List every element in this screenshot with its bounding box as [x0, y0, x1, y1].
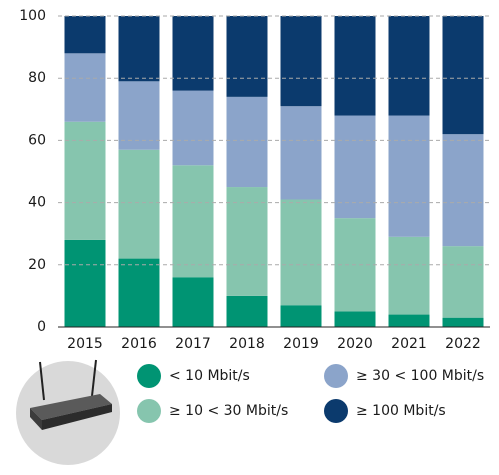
y-tick-label: 40 — [28, 195, 46, 211]
legend-label: ≥ 10 < 30 Mbit/s — [169, 403, 288, 419]
chart: 2015 2016 2017 2018 2019 2020 2021 2022 0 20 40 60 8… — [0, 0, 499, 475]
bar-segment — [173, 165, 214, 277]
x-tick-label: 2022 — [445, 336, 481, 352]
bar-segment — [65, 53, 106, 121]
bar-segment — [119, 16, 160, 81]
bar-segment — [65, 240, 106, 327]
legend-swatch — [324, 399, 348, 423]
y-tick-label: 60 — [28, 132, 46, 148]
bar-segment — [335, 16, 376, 116]
x-tick-label: 2019 — [283, 336, 319, 352]
bar-segment — [443, 16, 484, 134]
bar-segment — [119, 259, 160, 327]
x-tick-label: 2016 — [121, 336, 157, 352]
bar-segment — [389, 116, 430, 237]
y-tick-label: 20 — [28, 257, 46, 273]
bar-segment — [173, 16, 214, 91]
x-tick-label: 2020 — [337, 336, 373, 352]
bar-segment — [65, 122, 106, 240]
bar-segment — [119, 81, 160, 149]
legend-label: ≥ 100 Mbit/s — [356, 403, 446, 419]
bar-segment — [389, 237, 430, 315]
y-tick-label: 0 — [37, 319, 46, 335]
x-tick-label: 2015 — [67, 336, 103, 352]
bar-segment — [227, 187, 268, 296]
x-tick-label: 2017 — [175, 336, 211, 352]
bar-segment — [65, 16, 106, 53]
bar-segment — [389, 315, 430, 327]
y-tick-label: 80 — [28, 70, 46, 86]
router-icon — [16, 360, 120, 465]
bar-segment — [389, 16, 430, 116]
legend-label: ≥ 30 < 100 Mbit/s — [356, 368, 484, 384]
legend-label: < 10 Mbit/s — [169, 368, 250, 384]
bar-segment — [335, 311, 376, 327]
bar-segment — [281, 16, 322, 106]
bar-segment — [119, 150, 160, 259]
bar-segment — [443, 246, 484, 318]
bar-segment — [443, 134, 484, 246]
x-tick-label: 2021 — [391, 336, 427, 352]
bar-segment — [281, 199, 322, 305]
bar-segment — [443, 318, 484, 327]
bar-segment — [281, 106, 322, 199]
bar-segment — [227, 16, 268, 97]
legend-swatch — [137, 364, 161, 388]
bar-segment — [227, 97, 268, 187]
y-tick-label: 100 — [19, 8, 46, 24]
x-tick-label: 2018 — [229, 336, 265, 352]
bar-segment — [227, 296, 268, 327]
bar-segment — [281, 305, 322, 327]
legend-swatch — [137, 399, 161, 423]
bar-segment — [173, 91, 214, 166]
bar-segment — [173, 277, 214, 327]
legend-swatch — [324, 364, 348, 388]
